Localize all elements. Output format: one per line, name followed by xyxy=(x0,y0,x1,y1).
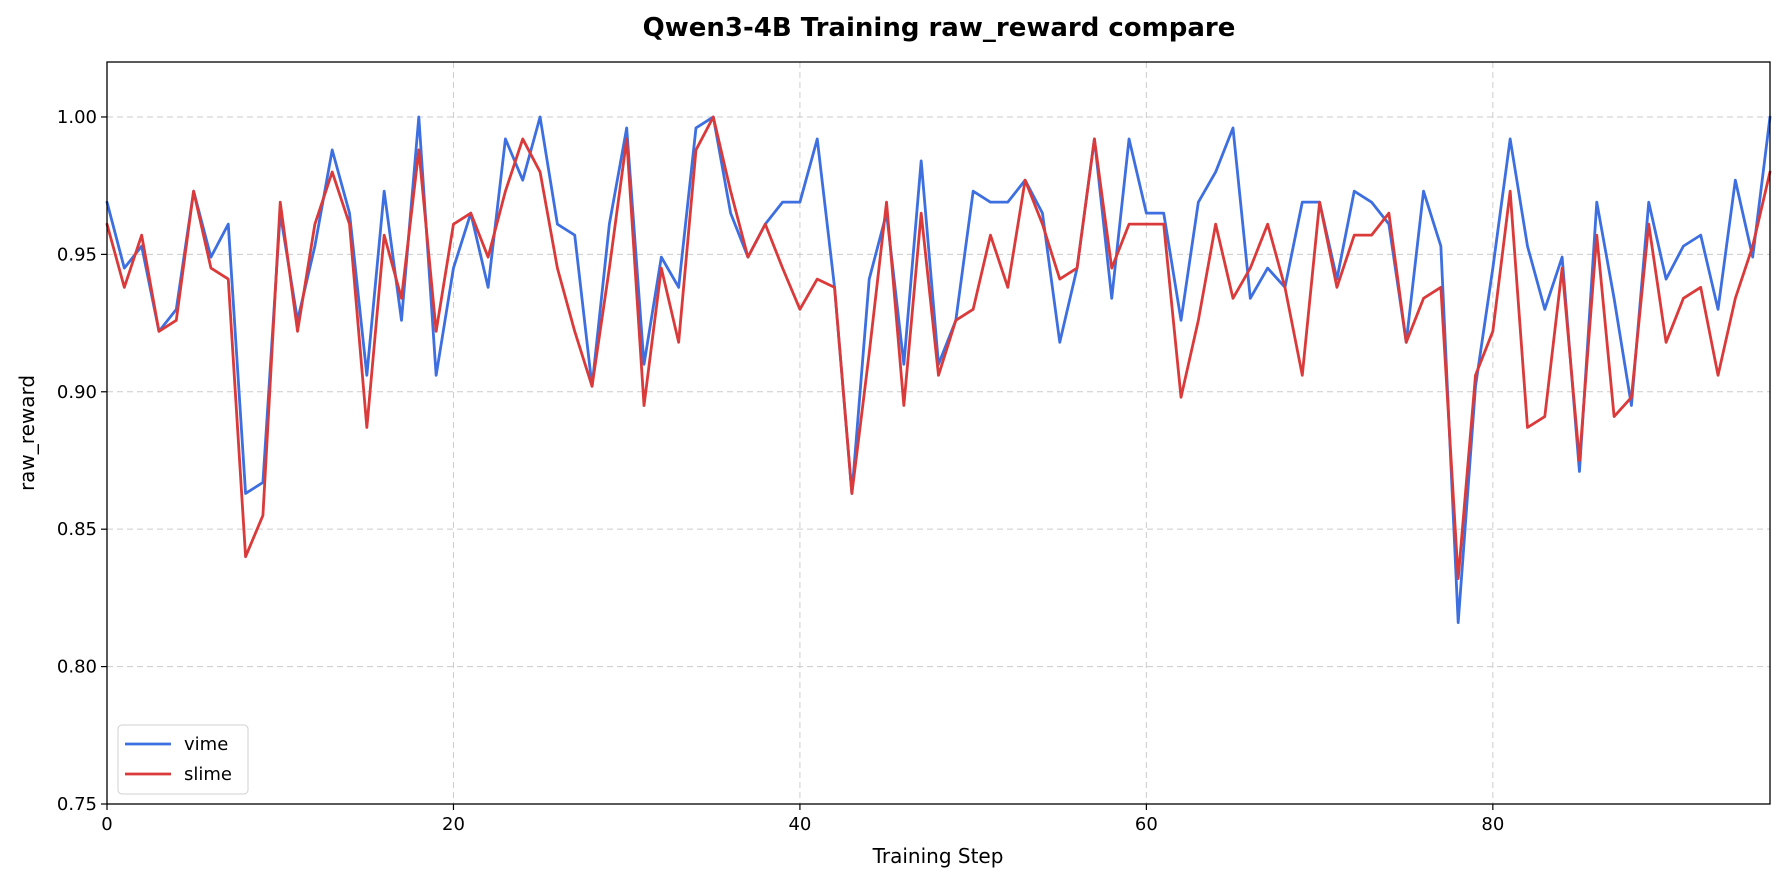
y-tick-label: 0.85 xyxy=(57,519,97,540)
y-tick-label: 0.75 xyxy=(57,794,97,815)
chart-title: Qwen3-4B Training raw_reward compare xyxy=(643,13,1236,43)
x-axis-label: Training Step xyxy=(872,844,1004,868)
plot-frame xyxy=(106,61,1771,805)
x-tick-label: 60 xyxy=(1135,814,1158,835)
axis-ticks: 0 20 40 60 80 0.75 0.80 0.85 0.90 0.95 1.00 xyxy=(57,107,1504,835)
y-tick-label: 0.95 xyxy=(57,244,97,265)
x-tick-label: 20 xyxy=(442,814,465,835)
y-tick-label: 0.80 xyxy=(57,657,97,678)
x-tick-label: 0 xyxy=(101,814,112,835)
x-tick-label: 40 xyxy=(788,814,811,835)
series-lines xyxy=(105,115,1772,625)
y-axis-label: raw_reward xyxy=(15,375,39,491)
legend: vime slime xyxy=(117,724,249,795)
legend-label-vime: vime xyxy=(184,734,228,755)
x-tick-label: 80 xyxy=(1481,814,1504,835)
legend-label-slime: slime xyxy=(184,764,232,785)
y-tick-label: 1.00 xyxy=(57,107,97,128)
y-tick-label: 0.90 xyxy=(57,382,97,403)
legend-box xyxy=(117,724,249,795)
series-line-slime xyxy=(105,115,1772,581)
